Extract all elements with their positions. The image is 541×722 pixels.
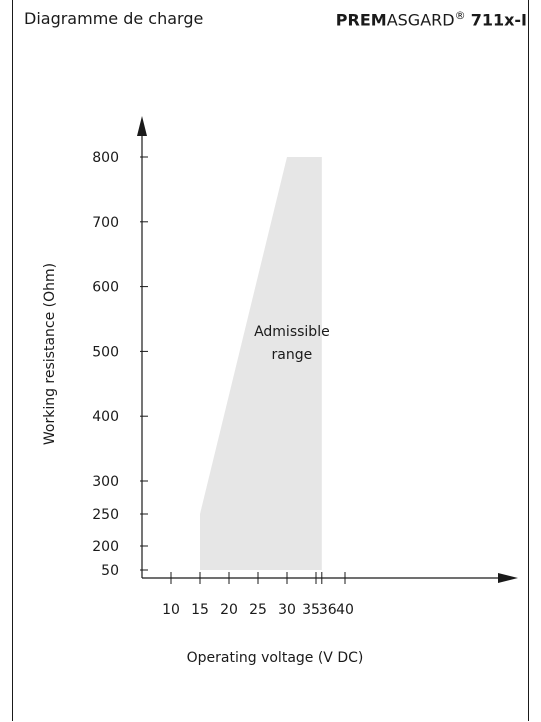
y-tick-label: 50 [101, 563, 119, 579]
x-tick-label: 36 [319, 602, 337, 618]
x-tick-label: 10 [162, 602, 180, 618]
brand-bold: PREM [335, 10, 387, 30]
y-axis-arrow [137, 116, 147, 136]
registered-mark: ® [454, 9, 466, 22]
model-number: 711x-I [470, 10, 527, 30]
y-tick-label: 250 [92, 507, 119, 523]
admissible-range-area [200, 157, 322, 570]
y-tick-label: 300 [92, 474, 119, 490]
region-label-line2: range [272, 347, 313, 363]
x-axis-title: Operating voltage (V DC) [187, 650, 364, 666]
brand-header: PREMASGARD® 711x-I [336, 9, 527, 29]
y-tick-label: 500 [92, 344, 119, 360]
chart-title: Diagramme de charge [24, 9, 204, 28]
y-axis-title: Working resistance (Ohm) [42, 263, 58, 445]
y-tick-label: 800 [92, 150, 119, 166]
y-tick-label: 400 [92, 409, 119, 425]
chart-frame [12, 0, 529, 721]
x-tick-label: 30 [278, 602, 296, 618]
region-label-line1: Admissible [254, 324, 330, 340]
x-tick-label: 25 [249, 602, 267, 618]
x-tick-label: 40 [336, 602, 354, 618]
x-tick-label: 35 [302, 602, 320, 618]
x-tick-label: 20 [220, 602, 238, 618]
y-tick-label: 200 [92, 539, 119, 555]
y-tick-label: 700 [92, 215, 119, 231]
x-axis-arrow [498, 573, 518, 583]
brand-regular: ASGARD [386, 10, 455, 30]
y-tick-label: 600 [92, 280, 119, 296]
x-tick-label: 15 [191, 602, 209, 618]
